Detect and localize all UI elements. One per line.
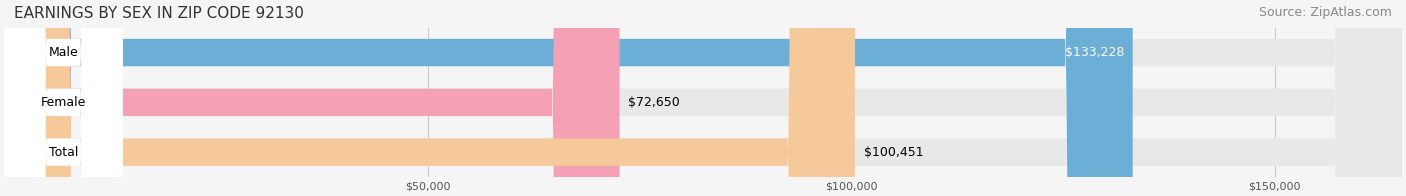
- Text: EARNINGS BY SEX IN ZIP CODE 92130: EARNINGS BY SEX IN ZIP CODE 92130: [14, 6, 304, 21]
- Text: $72,650: $72,650: [628, 96, 679, 109]
- FancyBboxPatch shape: [4, 0, 1402, 196]
- Text: Source: ZipAtlas.com: Source: ZipAtlas.com: [1258, 6, 1392, 19]
- FancyBboxPatch shape: [4, 0, 122, 196]
- FancyBboxPatch shape: [4, 0, 1402, 196]
- FancyBboxPatch shape: [4, 0, 855, 196]
- FancyBboxPatch shape: [4, 0, 1133, 196]
- Text: Female: Female: [41, 96, 86, 109]
- FancyBboxPatch shape: [4, 0, 122, 196]
- Text: Total: Total: [49, 146, 79, 159]
- FancyBboxPatch shape: [4, 0, 1402, 196]
- FancyBboxPatch shape: [4, 0, 620, 196]
- Text: $100,451: $100,451: [863, 146, 924, 159]
- Text: Male: Male: [49, 46, 79, 59]
- Text: $133,228: $133,228: [1064, 46, 1125, 59]
- FancyBboxPatch shape: [4, 0, 122, 196]
